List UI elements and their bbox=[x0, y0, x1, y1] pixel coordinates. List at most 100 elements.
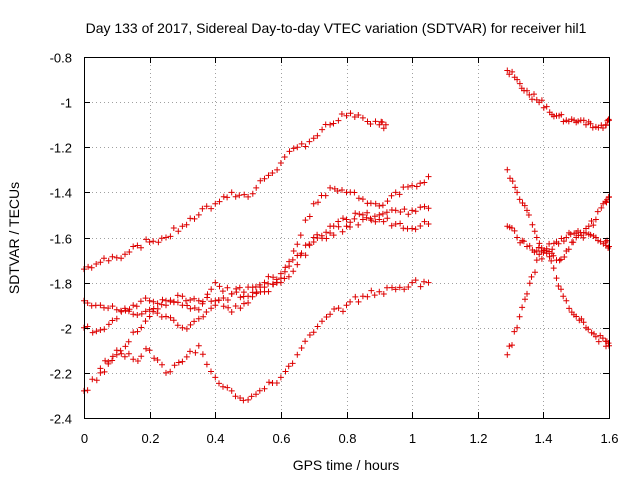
data-point bbox=[146, 239, 153, 245]
data-point bbox=[352, 293, 359, 300]
data-point bbox=[343, 302, 350, 309]
data-point bbox=[212, 374, 219, 381]
data-point bbox=[199, 205, 206, 212]
data-point bbox=[109, 317, 116, 324]
data-point bbox=[310, 239, 317, 245]
data-point bbox=[265, 288, 272, 295]
data-point bbox=[413, 183, 420, 190]
data-point bbox=[509, 68, 516, 75]
data-point bbox=[219, 288, 226, 295]
data-point bbox=[170, 317, 177, 324]
data-point bbox=[150, 298, 157, 305]
data-point bbox=[504, 166, 511, 173]
data-point bbox=[330, 232, 337, 239]
data-point bbox=[142, 308, 149, 315]
data-point bbox=[191, 295, 198, 302]
data-point bbox=[167, 297, 174, 304]
data-point bbox=[224, 384, 231, 391]
data-point bbox=[380, 125, 387, 132]
data-point bbox=[191, 215, 198, 222]
data-point bbox=[150, 238, 157, 245]
x-axis-label: GPS time / hours bbox=[293, 457, 400, 473]
data-points bbox=[81, 67, 612, 404]
data-point bbox=[266, 379, 272, 386]
data-point bbox=[343, 216, 350, 223]
data-point bbox=[212, 200, 219, 207]
data-point bbox=[512, 184, 519, 191]
data-point bbox=[146, 313, 153, 320]
data-point bbox=[550, 113, 557, 120]
data-point bbox=[347, 110, 354, 117]
data-point bbox=[514, 189, 521, 196]
data-point bbox=[590, 222, 597, 229]
data-point bbox=[138, 353, 145, 360]
data-point bbox=[265, 273, 272, 280]
data-point bbox=[379, 202, 386, 209]
data-point bbox=[154, 357, 161, 363]
data-point bbox=[170, 225, 177, 231]
data-point bbox=[335, 223, 342, 230]
data-point bbox=[340, 308, 346, 315]
data-point bbox=[372, 118, 379, 125]
data-point bbox=[364, 293, 371, 300]
data-point bbox=[245, 299, 252, 306]
data-point bbox=[212, 279, 219, 286]
data-point bbox=[425, 279, 432, 286]
data-point bbox=[191, 305, 198, 311]
data-point bbox=[595, 237, 601, 244]
data-point bbox=[396, 284, 403, 291]
x-tick-label: 1.6 bbox=[600, 431, 618, 446]
data-point bbox=[409, 225, 416, 232]
data-point bbox=[401, 286, 408, 293]
y-tick-label: -1.2 bbox=[50, 141, 72, 156]
data-point bbox=[290, 145, 297, 152]
data-point bbox=[310, 135, 317, 142]
data-point bbox=[269, 170, 276, 176]
data-point bbox=[376, 211, 383, 218]
data-point bbox=[228, 290, 235, 297]
data-point bbox=[327, 121, 334, 128]
data-point bbox=[146, 306, 153, 313]
data-point bbox=[529, 96, 535, 103]
data-point bbox=[138, 244, 144, 251]
data-point bbox=[122, 343, 129, 350]
data-point bbox=[508, 225, 515, 231]
data-point bbox=[248, 393, 255, 400]
data-point bbox=[543, 248, 550, 254]
data-point bbox=[575, 118, 582, 125]
data-point bbox=[531, 228, 538, 235]
y-tick-label: -2.2 bbox=[50, 367, 72, 382]
data-point bbox=[380, 291, 387, 297]
data-point bbox=[511, 328, 518, 335]
data-point bbox=[330, 120, 337, 127]
data-point bbox=[359, 293, 366, 300]
data-point bbox=[215, 297, 222, 304]
data-point bbox=[338, 111, 345, 117]
data-point bbox=[175, 228, 182, 235]
data-point bbox=[228, 387, 235, 394]
data-point bbox=[516, 313, 523, 320]
data-point bbox=[269, 281, 276, 288]
data-point bbox=[412, 208, 419, 215]
data-point bbox=[167, 233, 174, 240]
data-point bbox=[319, 126, 326, 133]
data-point bbox=[270, 274, 277, 281]
data-point bbox=[159, 296, 166, 303]
data-point bbox=[232, 393, 239, 400]
data-point bbox=[363, 214, 370, 221]
data-point bbox=[261, 175, 268, 182]
data-point bbox=[524, 87, 530, 94]
data-point bbox=[405, 183, 411, 190]
data-point bbox=[216, 380, 222, 387]
data-point bbox=[594, 208, 601, 215]
data-point bbox=[319, 318, 325, 325]
data-point bbox=[118, 255, 125, 262]
data-point bbox=[199, 351, 206, 358]
data-point bbox=[587, 231, 594, 238]
data-point bbox=[232, 193, 239, 200]
data-point bbox=[158, 301, 165, 308]
data-point bbox=[134, 328, 141, 335]
data-point bbox=[253, 289, 260, 296]
data-point bbox=[150, 308, 157, 315]
data-point bbox=[297, 232, 304, 239]
